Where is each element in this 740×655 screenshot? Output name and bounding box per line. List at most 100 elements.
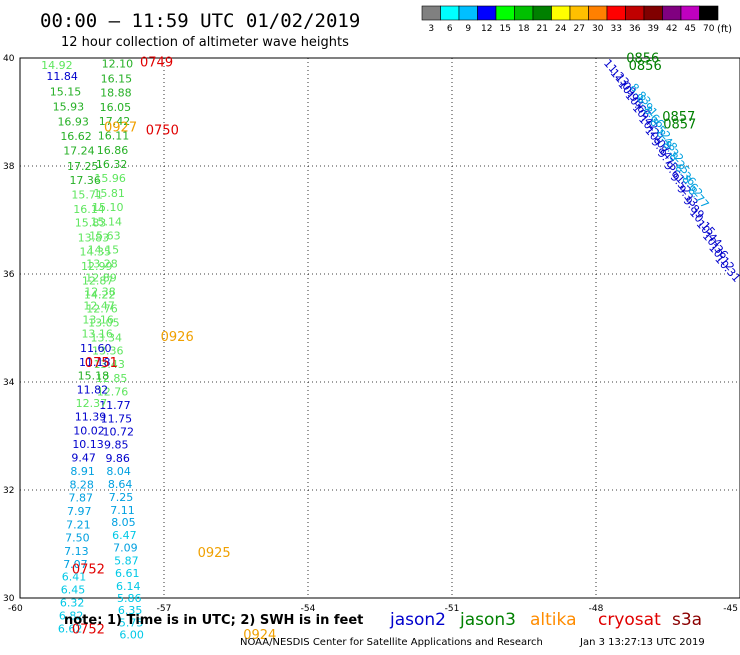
- legend-cryosat: cryosat: [598, 610, 661, 630]
- wave-height-label: 12.99: [81, 260, 113, 273]
- colorbar-swatch: [551, 5, 571, 21]
- wave-height-label: 13.05: [88, 316, 120, 329]
- pass-time-label: 0752: [72, 563, 105, 578]
- wave-height-label: 11.60: [80, 342, 112, 355]
- wave-height-colorbar: 3 6 9 12 15 18 21 24 27 30 33 36 39 42 45 70: [421, 5, 719, 34]
- wave-height-label: 15.63: [89, 229, 121, 242]
- y-tick-label: 38: [3, 162, 15, 172]
- colorbar-label: 70: [703, 24, 715, 34]
- wave-height-label: 15.93: [53, 100, 85, 113]
- wave-height-label: 6.61: [115, 567, 140, 580]
- colorbar-label: 30: [592, 24, 604, 34]
- legend-jason2: jason2: [389, 610, 446, 630]
- pass-time-label: 0750: [146, 124, 179, 139]
- wave-height-label: 7.25: [109, 491, 134, 504]
- footer-credit: NOAA/NESDIS Center for Satellite Applica…: [240, 637, 543, 648]
- y-axis-labels: 30 32 34 36 38 40: [3, 54, 15, 604]
- pass-time-label: 0926: [161, 330, 194, 345]
- colorbar-label: 27: [574, 24, 585, 34]
- x-tick-label: -48: [589, 604, 604, 614]
- wave-height-label: 6.62: [58, 623, 83, 636]
- wave-height-label: 8.28: [69, 478, 94, 491]
- wave-height-label: 16.93: [57, 116, 89, 129]
- pass-time-label: 0752: [72, 623, 105, 638]
- y-tick-label: 36: [3, 270, 15, 280]
- wave-height-label: 11.84: [46, 70, 78, 83]
- wave-height-label: 17.36: [69, 174, 101, 187]
- wave-height-label: 16.86: [97, 144, 129, 157]
- pass-time-label: 0857: [663, 118, 696, 133]
- colorbar-swatch: [532, 5, 552, 21]
- y-tick-label: 30: [3, 594, 15, 604]
- wave-height-label: 14.92: [41, 59, 72, 72]
- pass-time-label: 0751: [85, 356, 118, 371]
- x-tick-label: -51: [445, 604, 460, 614]
- wave-height-label: 17.25: [67, 160, 99, 173]
- wave-height-label: 11.75: [101, 413, 133, 426]
- wave-height-label: 11.77: [99, 399, 131, 412]
- wave-height-label: 7.21: [66, 518, 91, 531]
- colorbar-swatch: [440, 5, 460, 21]
- colorbar-label: 18: [518, 24, 530, 34]
- wave-height-label: 13.34: [91, 332, 123, 345]
- legend-jason3: jason3: [459, 610, 516, 630]
- colorbar-swatch: [421, 5, 441, 21]
- wave-height-label: 13.83: [78, 232, 110, 245]
- colorbar-label: 36: [629, 24, 641, 34]
- pass-time-label: 0857: [662, 110, 695, 125]
- wave-height-label: 15.96: [94, 172, 126, 185]
- y-tick-label: 40: [3, 54, 15, 64]
- wave-height-label: 6.32: [60, 597, 84, 610]
- pass-time-labels: 0749 0927 0750 0926 0751 0925 0752 0752 0924 0856…: [72, 51, 696, 643]
- wave-height-label: 7.87: [68, 491, 93, 504]
- x-tick-label: -57: [157, 604, 172, 614]
- satellite-legend: jason2 jason3 altika cryosat s3a: [389, 610, 702, 630]
- y-tick-label: 34: [3, 378, 15, 388]
- wave-height-label: 10.02: [73, 424, 105, 437]
- wave-height-label: 6.82: [59, 610, 84, 623]
- legend-s3a: s3a: [672, 610, 702, 630]
- wave-height-label: 8.05: [111, 516, 136, 529]
- wave-height-label: 15.18: [78, 369, 110, 382]
- wave-height-label: 15.83: [75, 216, 107, 229]
- wave-height-label: 6.14: [116, 580, 141, 593]
- wave-height-label: 8.64: [108, 478, 133, 491]
- footer-timestamp: Jan 3 13:27:13 UTC 2019: [579, 637, 705, 648]
- colorbar-label: 9: [465, 24, 471, 34]
- legend-altika: altika: [530, 610, 577, 630]
- wave-height-label: 9.85: [104, 438, 129, 451]
- pass-time-label: 0927: [104, 120, 137, 135]
- colorbar-swatch: [606, 5, 626, 21]
- colorbar-label: 12: [481, 24, 492, 34]
- colorbar-unit: (ft): [717, 24, 732, 35]
- colorbar-label: 15: [500, 24, 511, 34]
- wave-height-label: 14.15: [88, 243, 120, 256]
- wave-height-label: 6.45: [61, 584, 86, 597]
- colorbar-label: 3: [428, 24, 434, 34]
- wave-height-label: 15.14: [91, 215, 123, 228]
- wave-height-label: 7.07: [63, 558, 87, 571]
- wave-height-label: 9.86: [105, 452, 130, 465]
- colorbar-swatch: [643, 5, 663, 21]
- wave-height-label: 5.75: [119, 617, 144, 630]
- colorbar-label: 42: [666, 24, 677, 34]
- wave-height-label: 5.87: [114, 555, 139, 568]
- wave-height-label: 10.13: [72, 438, 104, 451]
- wave-height-label: 7.11: [110, 504, 134, 517]
- wave-height-label: 15.71: [71, 188, 103, 201]
- colorbar-label: 6: [447, 24, 453, 34]
- wave-height-label: 7.50: [65, 531, 90, 544]
- wave-height-label: 13.36: [92, 344, 124, 357]
- colorbar-swatch: [458, 5, 478, 21]
- wave-height-label: 12.37: [76, 397, 108, 410]
- wave-height-label: 18.88: [100, 86, 132, 99]
- swath-height-label: 10.31: [712, 253, 740, 285]
- footer-note: note: 1) Time is in UTC; 2) SWH is in fe…: [64, 613, 363, 628]
- colorbar-swatch: [662, 5, 682, 21]
- wave-height-label: 16.32: [96, 158, 128, 171]
- wave-height-label: 16.05: [100, 101, 131, 114]
- colorbar-label: 33: [611, 24, 622, 34]
- wave-height-label: 6.41: [62, 571, 86, 584]
- pass-time-label: 0749: [140, 56, 173, 71]
